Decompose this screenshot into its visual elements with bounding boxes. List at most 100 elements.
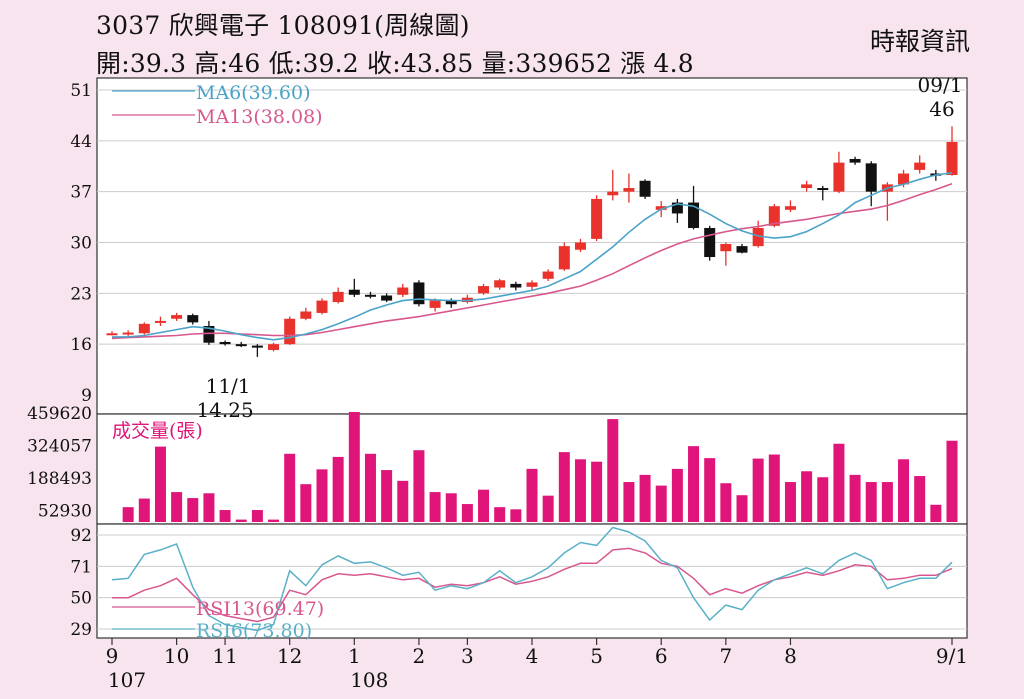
rsi-tick-label: 50 (70, 589, 92, 609)
chart-title: 3037 欣興電子 108091(周線圖) (96, 11, 470, 40)
volume-bar (817, 477, 829, 522)
volume-bar (268, 519, 280, 522)
volume-bar (898, 459, 910, 522)
rsi-legend-rsi13: RSI13(69.47) (196, 598, 324, 620)
volume-bar (478, 489, 490, 522)
candle-down (817, 188, 829, 191)
volume-bar (914, 476, 926, 522)
volume-bar (688, 446, 700, 522)
candle-down (219, 341, 231, 345)
candle-up (429, 300, 441, 308)
price-tick-label: 23 (70, 284, 92, 304)
rsi-legend-rsi6: RSI6(73.80) (196, 620, 312, 642)
volume-bar (833, 443, 845, 522)
candle-up (122, 332, 134, 335)
volume-bar (704, 458, 716, 522)
volume-bar (591, 461, 603, 522)
price-tick-label: 16 (70, 335, 92, 355)
candle-up (138, 323, 150, 334)
volume-bar (171, 492, 183, 522)
candle-up (478, 286, 490, 294)
x-tick-label: 10 (164, 644, 189, 668)
candle-up (784, 206, 796, 210)
volume-bar (655, 485, 667, 522)
volume-bar (219, 510, 231, 522)
x-tick-label: 7 (719, 644, 732, 668)
high-annotation-date: 09/1 (918, 73, 963, 97)
price-tick-label: 9 (81, 386, 92, 406)
volume-bar (526, 468, 538, 522)
volume-bar (494, 507, 506, 522)
price-tick-label: 44 (70, 132, 92, 152)
candle-up (898, 173, 910, 185)
candle-up (154, 320, 166, 323)
rsi-tick-label: 92 (70, 526, 92, 546)
candle-up (623, 188, 635, 192)
candle-up (752, 227, 764, 247)
candle-up (801, 184, 813, 189)
volume-bar (397, 480, 409, 522)
candle-up (526, 282, 538, 287)
candle-down (364, 294, 376, 297)
volume-bar (946, 440, 958, 522)
low-annotation-date: 11/1 (206, 374, 251, 398)
low-annotation-value: 14.25 (196, 398, 253, 422)
x-tick-label: 8 (784, 644, 797, 668)
candle-down (235, 344, 247, 347)
candle-down (348, 289, 360, 295)
volume-bar (865, 482, 877, 522)
candle-down (865, 163, 877, 192)
x-tick-label: 9 (106, 644, 119, 668)
x-tick-label: 6 (655, 644, 668, 668)
candle-down (445, 300, 457, 305)
volume-bar (445, 493, 457, 522)
volume-bar (316, 469, 328, 522)
candle-up (607, 191, 619, 196)
volume-bar (429, 492, 441, 522)
volume-bar (849, 474, 861, 522)
x-tick-label: 12 (277, 644, 302, 668)
candle-up (300, 311, 312, 319)
volume-bar (574, 459, 586, 522)
volume-tick-label: 52930 (38, 501, 92, 521)
candle-up (833, 162, 845, 192)
x-tick-year: 107 (108, 668, 146, 692)
candle-down (688, 202, 700, 228)
volume-tick-label: 324057 (27, 436, 92, 456)
volume-bar (381, 470, 393, 522)
volume-bar (138, 498, 150, 522)
candle-up (574, 242, 586, 250)
volume-bar (639, 474, 651, 522)
rsi-tick-label: 71 (70, 557, 92, 577)
legend-ma6: MA6(39.60) (196, 82, 310, 104)
price-tick-label: 37 (70, 183, 92, 203)
candle-up (284, 318, 296, 345)
candle-up (914, 162, 926, 170)
candle-up (655, 206, 667, 210)
price-tick-label: 51 (70, 81, 92, 101)
volume-bar (558, 452, 570, 522)
volume-tick-label: 188493 (27, 469, 92, 489)
volume-bar (784, 482, 796, 522)
candle-up (768, 206, 780, 226)
candle-up (268, 344, 280, 350)
volume-bar (623, 482, 635, 522)
candle-down (413, 282, 425, 305)
candle-down (187, 315, 199, 323)
ma6-line (112, 172, 953, 341)
rsi6-line (111, 526, 953, 632)
volume-bar (930, 504, 942, 522)
candle-down (704, 227, 716, 258)
volume-bar (300, 484, 312, 522)
volume-bar (768, 454, 780, 522)
candle-up (946, 141, 958, 175)
candle-up (558, 246, 570, 270)
rsi-tick-label: 29 (70, 620, 92, 640)
price-panel (96, 77, 968, 415)
volume-bar (251, 510, 263, 522)
x-tick-label: 4 (526, 644, 539, 668)
volume-bar (736, 495, 748, 522)
candle-down (203, 326, 215, 343)
volume-bar (284, 453, 296, 522)
